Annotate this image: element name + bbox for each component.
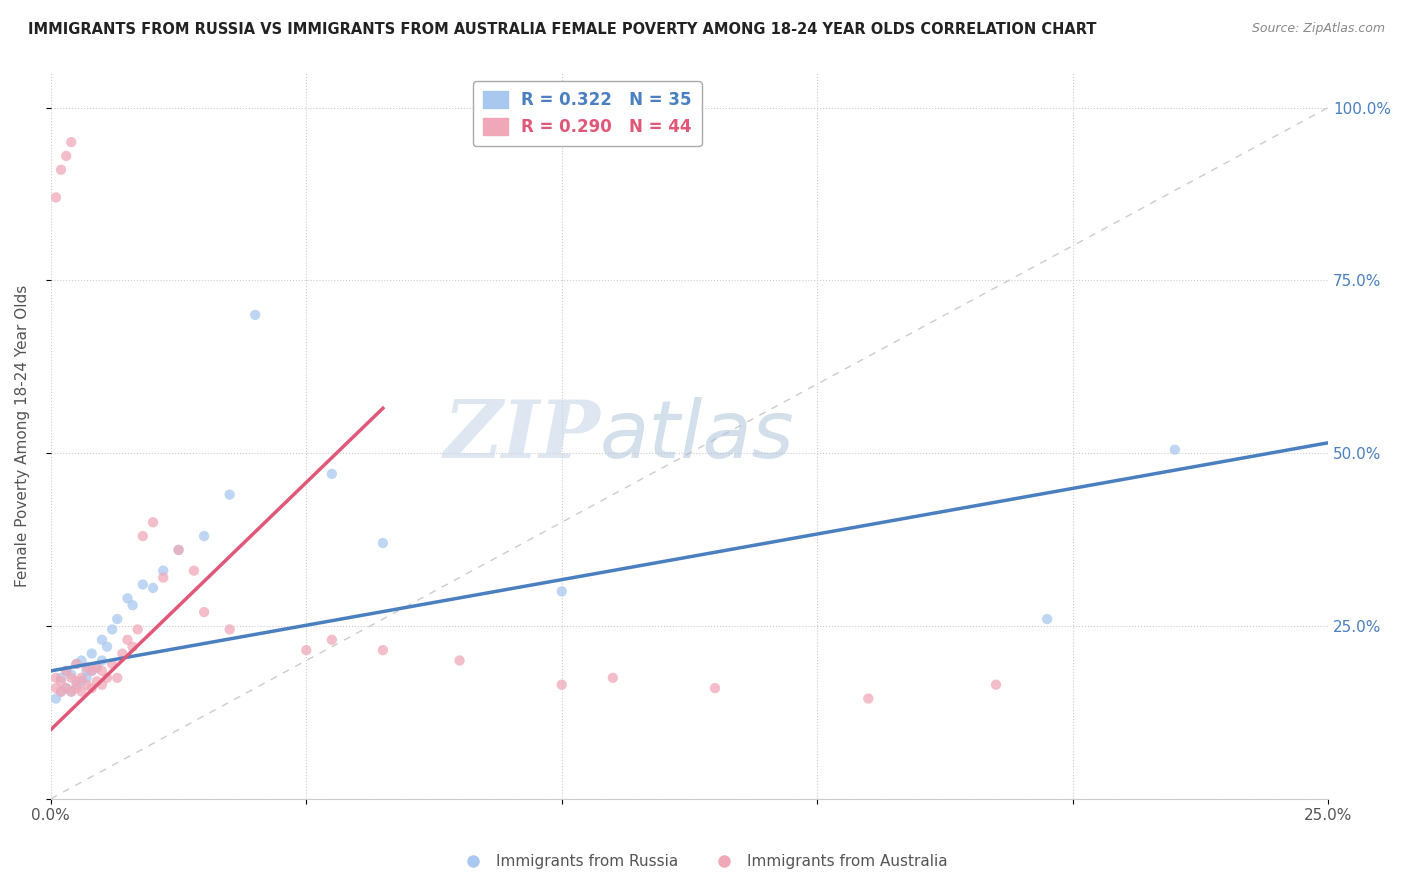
Point — [60, 671, 83, 685]
Point — [90, 632, 112, 647]
Point — [90, 678, 112, 692]
Point — [117, 591, 139, 606]
Point — [70, 671, 93, 685]
Point — [111, 647, 134, 661]
Point — [121, 598, 143, 612]
Point — [105, 671, 128, 685]
Point — [70, 684, 93, 698]
Point — [65, 657, 87, 671]
Point — [602, 671, 624, 685]
Point — [76, 664, 98, 678]
Point — [101, 623, 124, 637]
Point — [321, 632, 343, 647]
Point — [60, 684, 83, 698]
Point — [80, 681, 103, 695]
Point — [55, 681, 77, 695]
Point — [96, 671, 118, 685]
Point — [984, 678, 1007, 692]
Point — [45, 671, 67, 685]
Point — [65, 681, 87, 695]
Point — [152, 564, 174, 578]
Text: atlas: atlas — [600, 397, 794, 475]
Point — [49, 684, 72, 698]
Point — [49, 671, 72, 685]
Point — [80, 664, 103, 678]
Point — [76, 660, 98, 674]
Point — [65, 678, 87, 692]
Point — [321, 467, 343, 481]
Point — [76, 671, 98, 685]
Text: IMMIGRANTS FROM RUSSIA VS IMMIGRANTS FROM AUSTRALIA FEMALE POVERTY AMONG 18-24 Y: IMMIGRANTS FROM RUSSIA VS IMMIGRANTS FRO… — [28, 22, 1097, 37]
Point — [218, 488, 240, 502]
Point — [49, 162, 72, 177]
Point — [49, 684, 72, 698]
Y-axis label: Female Poverty Among 18-24 Year Olds: Female Poverty Among 18-24 Year Olds — [15, 285, 30, 587]
Point — [167, 543, 190, 558]
Point — [55, 664, 77, 678]
Point — [60, 684, 83, 698]
Point — [86, 660, 108, 674]
Point — [193, 605, 215, 619]
Point — [60, 667, 83, 681]
Legend: R = 0.322   N = 35, R = 0.290   N = 44: R = 0.322 N = 35, R = 0.290 N = 44 — [472, 81, 702, 146]
Point — [193, 529, 215, 543]
Point — [65, 657, 87, 671]
Point — [90, 653, 112, 667]
Point — [60, 135, 83, 149]
Point — [371, 536, 394, 550]
Point — [55, 149, 77, 163]
Point — [90, 664, 112, 678]
Point — [1164, 442, 1187, 457]
Point — [45, 190, 67, 204]
Point — [55, 664, 77, 678]
Point — [371, 643, 394, 657]
Point — [167, 543, 190, 558]
Point — [49, 674, 72, 689]
Text: ZIP: ZIP — [443, 397, 600, 475]
Point — [70, 674, 93, 689]
Point — [96, 640, 118, 654]
Point — [245, 308, 267, 322]
Point — [70, 653, 93, 667]
Point — [105, 612, 128, 626]
Point — [1036, 612, 1059, 626]
Point — [142, 581, 165, 595]
Point — [45, 681, 67, 695]
Legend: Immigrants from Russia, Immigrants from Australia: Immigrants from Russia, Immigrants from … — [451, 848, 955, 875]
Point — [127, 623, 149, 637]
Point — [449, 653, 471, 667]
Point — [183, 564, 205, 578]
Point — [80, 664, 103, 678]
Point — [86, 674, 108, 689]
Point — [152, 570, 174, 584]
Point — [551, 584, 574, 599]
Text: Source: ZipAtlas.com: Source: ZipAtlas.com — [1251, 22, 1385, 36]
Point — [65, 674, 87, 689]
Point — [121, 640, 143, 654]
Point — [295, 643, 318, 657]
Point — [80, 647, 103, 661]
Point — [704, 681, 727, 695]
Point — [551, 678, 574, 692]
Point — [218, 623, 240, 637]
Point — [117, 632, 139, 647]
Point — [45, 691, 67, 706]
Point — [132, 529, 155, 543]
Point — [142, 516, 165, 530]
Point — [132, 577, 155, 591]
Point — [86, 660, 108, 674]
Point — [858, 691, 880, 706]
Point — [101, 657, 124, 671]
Point — [76, 678, 98, 692]
Point — [55, 681, 77, 695]
